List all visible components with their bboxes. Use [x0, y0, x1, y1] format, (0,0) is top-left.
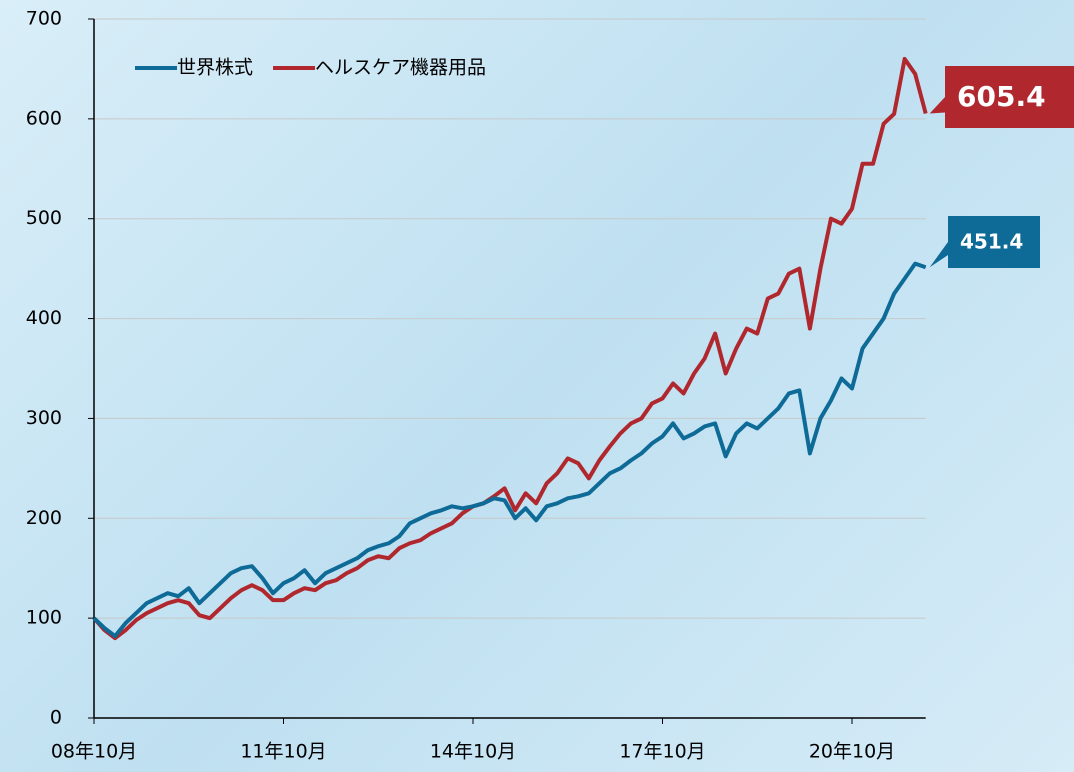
x-tick-label: 08年10月	[51, 741, 137, 763]
x-tick-label: 14年10月	[430, 741, 516, 763]
y-tick-label: 400	[26, 307, 62, 329]
callout-label: 605.4	[957, 80, 1046, 113]
y-tick-label: 200	[26, 507, 62, 529]
series-line	[92, 56, 928, 641]
y-tick-label: 600	[26, 107, 62, 129]
callout-label: 451.4	[960, 230, 1023, 254]
y-tick-label: 0	[50, 707, 62, 729]
series-line	[92, 261, 927, 639]
x-tick-label: 17年10月	[619, 741, 705, 763]
legend-label: ヘルスケア機器用品	[315, 57, 486, 79]
callout-box	[929, 216, 1040, 268]
x-tick-label: 11年10月	[240, 741, 326, 763]
y-tick-label: 500	[26, 207, 62, 229]
legend-label: 世界株式	[177, 57, 253, 79]
x-tick-label: 20年10月	[809, 741, 895, 763]
callout-box	[929, 66, 1074, 128]
y-tick-label: 700	[26, 8, 62, 30]
y-tick-label: 300	[26, 407, 62, 429]
y-tick-label: 100	[26, 607, 62, 629]
